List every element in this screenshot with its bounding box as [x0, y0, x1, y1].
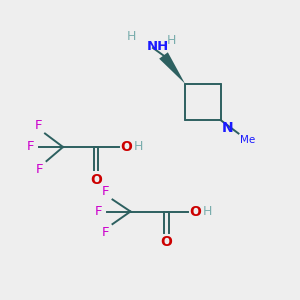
Text: O: O	[189, 205, 201, 218]
Text: NH: NH	[147, 40, 169, 53]
Text: F: F	[36, 163, 44, 176]
Text: F: F	[94, 205, 102, 218]
Text: F: F	[27, 140, 34, 154]
Text: F: F	[34, 119, 42, 132]
Text: H: H	[134, 140, 143, 154]
Text: H: H	[127, 29, 136, 43]
Text: O: O	[90, 172, 102, 187]
Text: F: F	[102, 185, 110, 198]
Text: Me: Me	[240, 135, 255, 145]
Text: F: F	[102, 226, 110, 238]
Text: H: H	[167, 34, 176, 47]
Text: O: O	[120, 140, 132, 154]
Text: H: H	[202, 205, 212, 218]
Text: N: N	[222, 122, 234, 136]
Polygon shape	[159, 52, 185, 84]
Text: O: O	[160, 236, 172, 250]
